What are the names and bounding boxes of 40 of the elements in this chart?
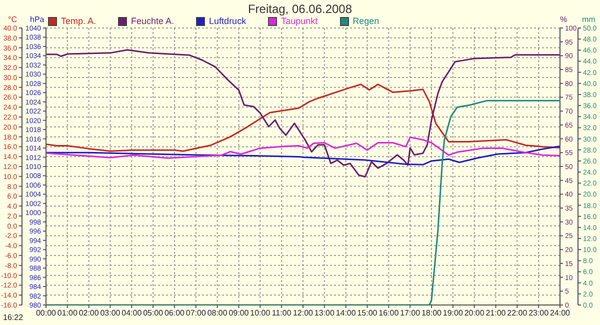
legend-label: Luftdruck [209,16,246,26]
x-tick-label: 12:00 [292,308,314,318]
x-tick-label: 03:00 [100,308,121,318]
legend-label: Taupunkt [281,16,318,26]
chart-title: Freitag, 06.06.2008 [246,2,354,16]
x-tick-label: 04:00 [122,308,142,318]
line-series [46,145,560,166]
y3-axis-title: % [560,15,568,24]
x-tick-label: 05:00 [143,308,164,318]
x-tick-label: 08:00 [207,308,228,318]
line-series [46,49,560,178]
legend-label: Regen [352,16,380,26]
x-tick-label: 14:00 [336,308,356,318]
x-tick-label: 01:00 [57,308,78,318]
x-tick-label: 23:00 [528,308,550,318]
x-tick-label: 06:00 [164,308,186,318]
x-tick-label: 07:00 [186,308,206,318]
x-tick-label: 17:00 [400,308,421,318]
x-tick-label: 16:00 [378,308,400,318]
x-tick-label: 11:00 [272,308,292,318]
x-tick-label: 19:00 [442,308,464,318]
x-tick-label: 22:00 [507,308,528,318]
text: 16:22 [3,313,24,322]
x-tick-label: 02:00 [78,308,100,318]
y-axis-title: mm [582,15,596,24]
x-tick-label: 15:00 [357,308,378,318]
legend-label: Temp. A. [61,16,96,26]
x-tick-label: 24:00 [550,308,571,318]
y-axis-title: °C [8,15,17,24]
line-series [46,136,560,159]
x-tick-label: 21:00 [486,308,506,318]
x-tick-label: 13:00 [314,308,335,318]
x-tick-label: 20:00 [464,308,485,318]
y2-axis-title: hPa [30,15,44,24]
x-tick-label: 10:00 [250,308,271,318]
x-tick-label: 09:00 [228,308,250,318]
x-tick-label: 18:00 [421,308,442,318]
line-series [46,84,560,152]
legend-label: Feuchte A. [131,16,174,26]
x-tick-label: 00:00 [36,308,57,318]
